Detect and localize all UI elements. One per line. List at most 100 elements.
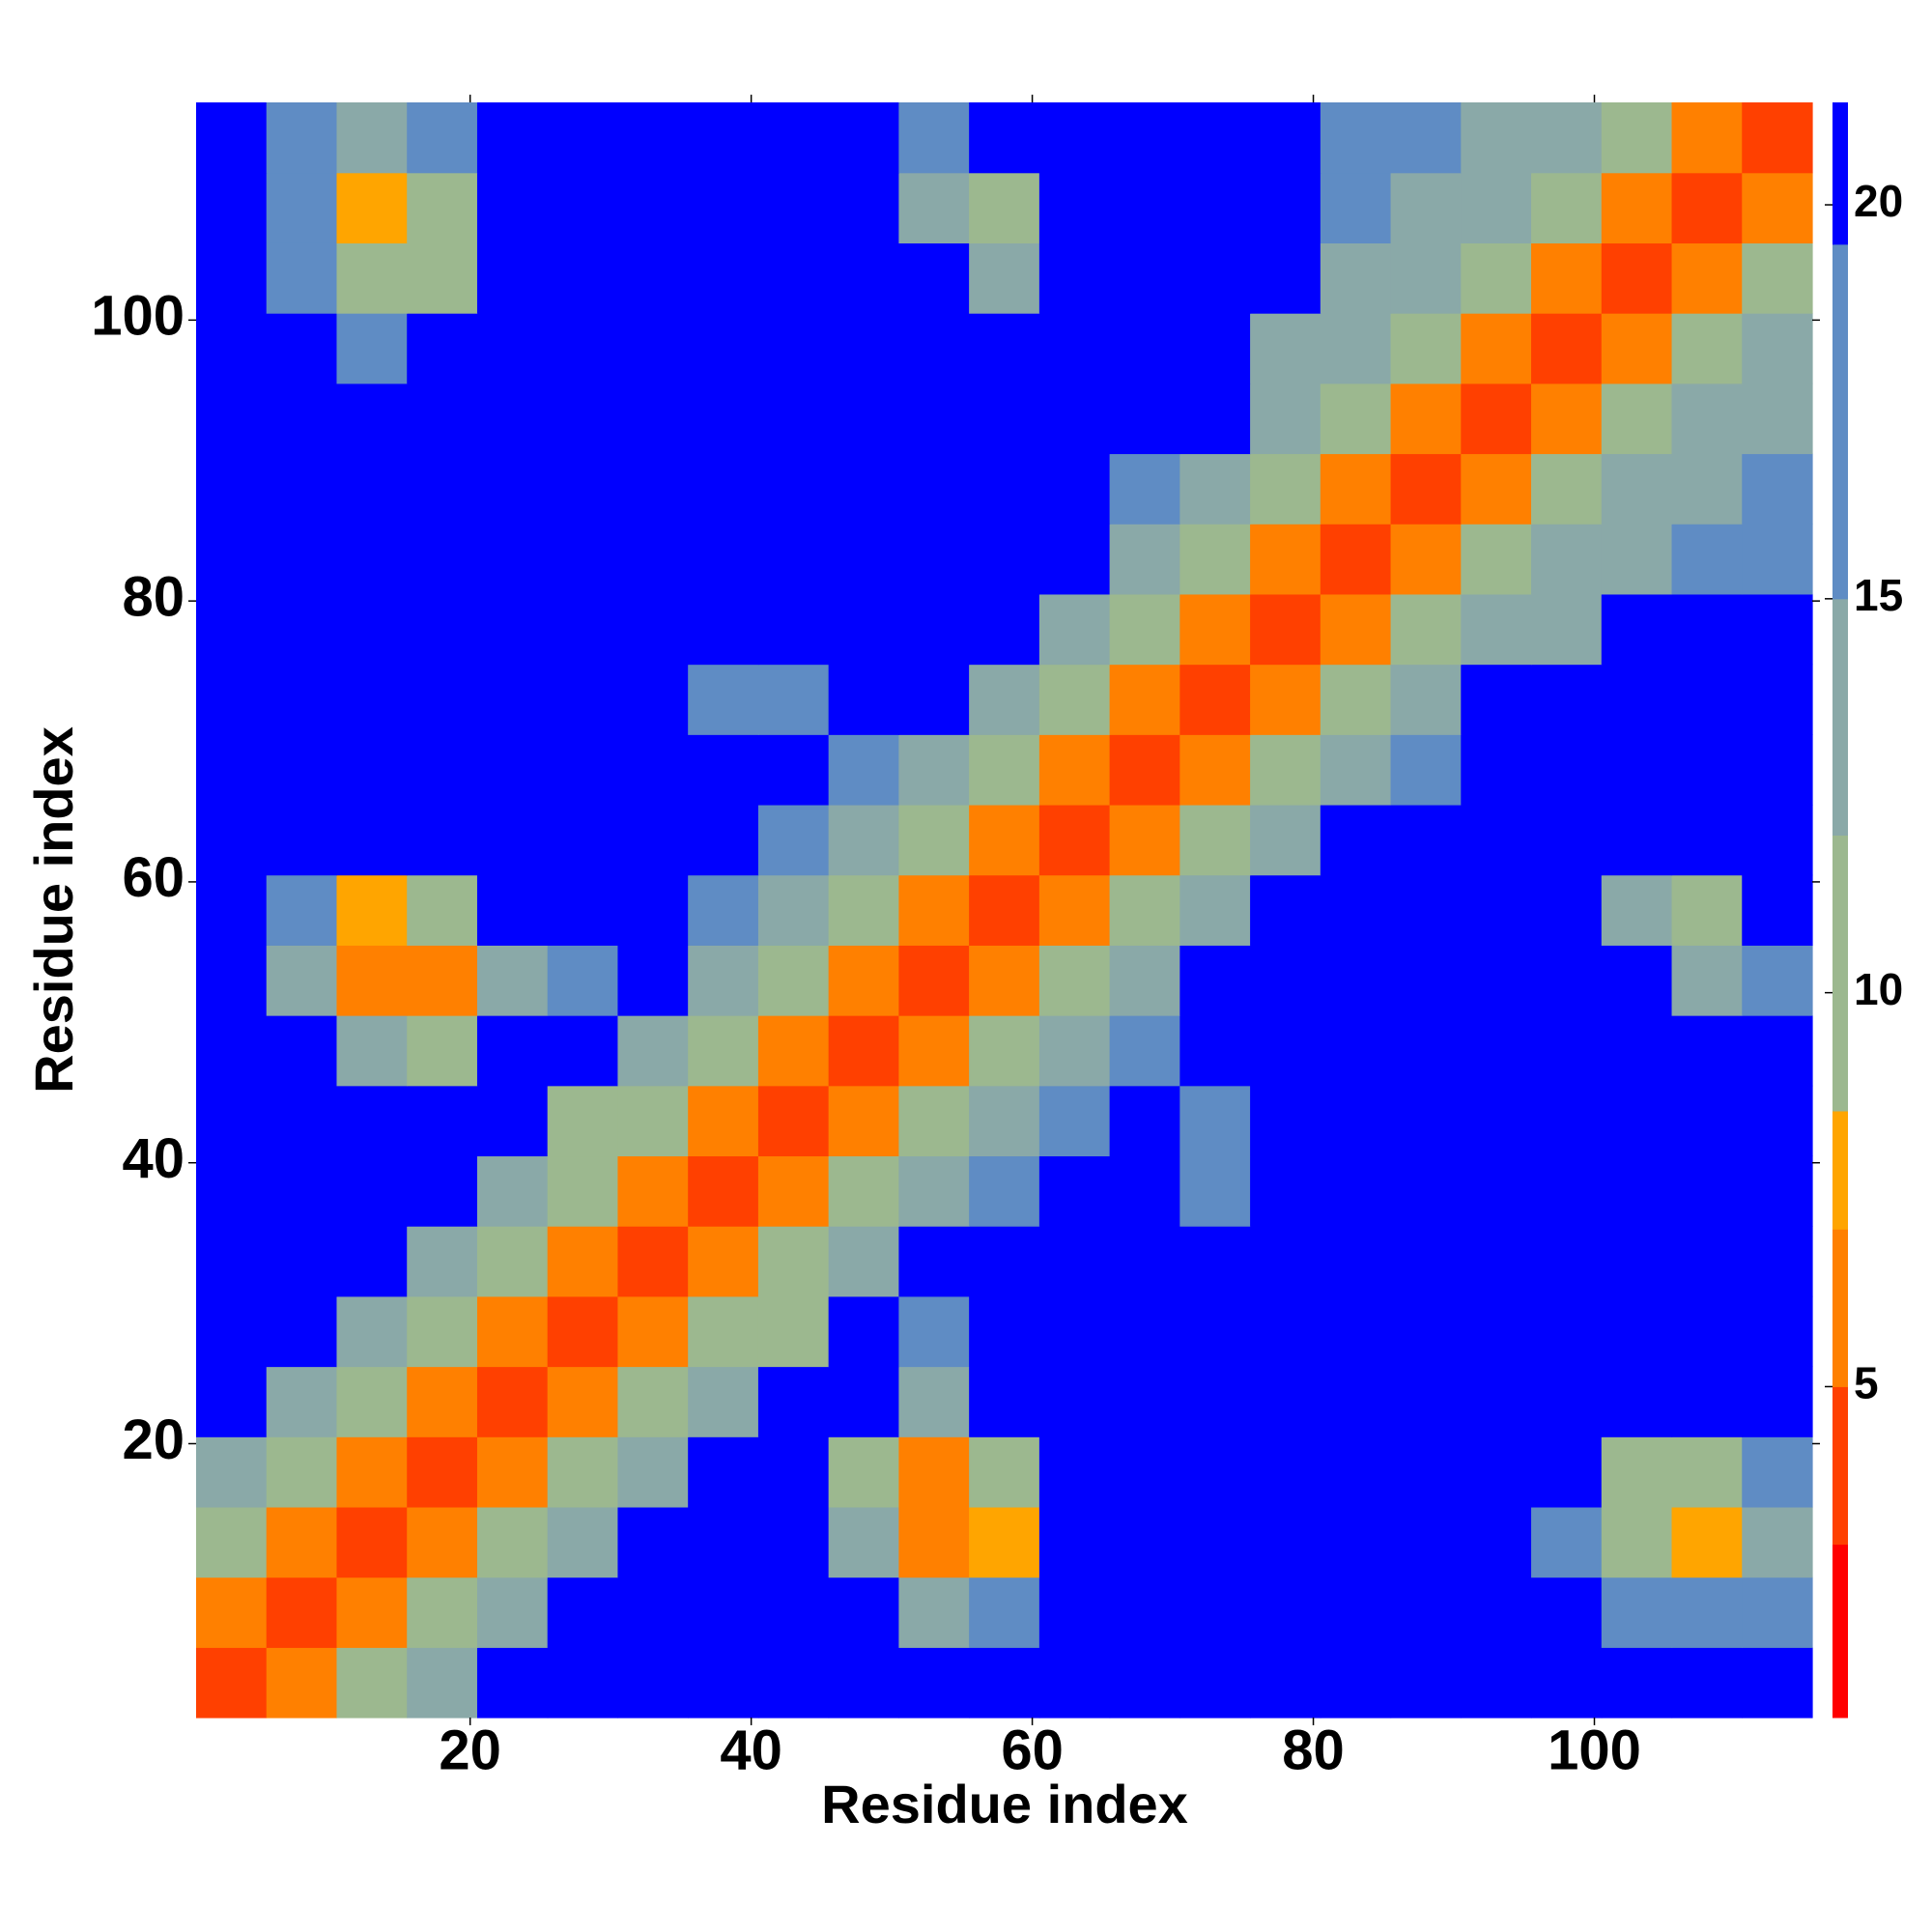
heatmap-cell <box>898 1647 970 1719</box>
heatmap-cell <box>407 313 478 384</box>
heatmap-cell <box>1109 172 1180 243</box>
heatmap-cell <box>1601 1506 1673 1578</box>
heatmap-cell <box>1179 453 1251 525</box>
heatmap-cell <box>1250 1015 1321 1087</box>
heatmap-cell <box>688 1436 759 1508</box>
heatmap-cell <box>828 1366 899 1437</box>
y-tick-label: 60 <box>122 846 185 909</box>
heatmap-cell <box>1320 734 1392 806</box>
heatmap-cell <box>1038 804 1111 876</box>
heatmap-cell <box>1320 242 1392 314</box>
heatmap-cell <box>969 1295 1040 1368</box>
heatmap-cell <box>1531 804 1603 876</box>
heatmap-cell <box>476 1085 549 1157</box>
x-tick-label: 80 <box>1282 1719 1345 1781</box>
heatmap-cell <box>617 383 689 455</box>
heatmap-cell <box>1390 593 1462 666</box>
heatmap-cell <box>1671 524 1743 595</box>
heatmap-cell <box>617 1647 689 1719</box>
heatmap-cell <box>688 1155 759 1227</box>
heatmap-cell <box>1179 593 1251 666</box>
heatmap-cell <box>1109 874 1180 946</box>
y-tick-label: 20 <box>122 1408 185 1471</box>
heatmap-cell <box>336 1085 408 1157</box>
heatmap-cell <box>969 734 1040 806</box>
heatmap-cell <box>1250 874 1321 946</box>
heatmap-cell <box>828 524 899 595</box>
heatmap-cell <box>547 874 619 946</box>
heatmap-cell <box>617 172 689 243</box>
heatmap-cell <box>1742 453 1813 525</box>
heatmap-cell <box>688 1506 759 1578</box>
heatmap-cell <box>1531 1366 1603 1437</box>
heatmap-cell <box>1179 242 1251 314</box>
heatmap-cell <box>969 313 1040 384</box>
heatmap-cell <box>266 593 338 666</box>
heatmap-cell <box>336 1506 408 1578</box>
heatmap-cell <box>1390 804 1462 876</box>
heatmap-cell <box>1390 102 1462 174</box>
heatmap-cell <box>757 1577 830 1648</box>
heatmap-cell <box>1742 102 1813 174</box>
heatmap-cell <box>266 1436 338 1508</box>
heatmap-cell <box>1179 1015 1251 1087</box>
heatmap-cell <box>476 1226 549 1297</box>
heatmap-cell <box>336 1577 408 1648</box>
heatmap-cell <box>1601 1155 1673 1227</box>
heatmap-cell <box>1601 593 1673 666</box>
heatmap-cell <box>969 453 1040 525</box>
heatmap-cell <box>266 734 338 806</box>
heatmap-cell <box>1179 383 1251 455</box>
heatmap-cell <box>969 383 1040 455</box>
heatmap-cell <box>757 734 830 806</box>
heatmap-cell <box>617 1506 689 1578</box>
heatmap-cell <box>1742 945 1813 1016</box>
heatmap-cell <box>1038 1577 1111 1648</box>
heatmap-cell <box>969 1647 1040 1719</box>
heatmap-cell <box>1390 313 1462 384</box>
heatmap-cell <box>1671 1436 1743 1508</box>
heatmap-cell <box>828 1085 899 1157</box>
heatmap-cell <box>617 1085 689 1157</box>
heatmap-cell <box>407 383 478 455</box>
heatmap-cell <box>898 172 970 243</box>
heatmap-cell <box>1671 1015 1743 1087</box>
heatmap-cell <box>476 734 549 806</box>
heatmap-cell <box>1320 1366 1392 1437</box>
heatmap-cell <box>1320 1226 1392 1297</box>
heatmap-cell <box>1320 313 1392 384</box>
x-axis-label: Residue index <box>821 1774 1188 1834</box>
heatmap-cell <box>1601 172 1673 243</box>
heatmap-cell <box>1320 664 1392 735</box>
heatmap-cell <box>828 664 899 735</box>
heatmap-cell <box>1179 804 1251 876</box>
heatmap-cell <box>828 172 899 243</box>
heatmap-cell <box>266 804 338 876</box>
heatmap-cell <box>547 242 619 314</box>
heatmap-cell <box>196 664 268 735</box>
heatmap-cell <box>1671 172 1743 243</box>
heatmap-cell <box>1038 242 1111 314</box>
heatmap-cell <box>1109 593 1180 666</box>
colorbar-band <box>1833 1386 1848 1546</box>
heatmap-cell <box>617 734 689 806</box>
heatmap-cell <box>1601 1015 1673 1087</box>
heatmap-cell <box>617 242 689 314</box>
heatmap-cell <box>688 734 759 806</box>
heatmap-cell <box>898 1295 970 1368</box>
heatmap-cell <box>688 102 759 174</box>
heatmap-cell <box>196 1436 268 1508</box>
heatmap-cell <box>476 1155 549 1227</box>
heatmap-cell <box>476 1366 549 1437</box>
heatmap-cell <box>476 1015 549 1087</box>
heatmap-cell <box>688 804 759 876</box>
heatmap-cell <box>1461 1577 1532 1648</box>
heatmap-cell <box>1390 1436 1462 1508</box>
heatmap-cell <box>476 874 549 946</box>
colorbar-band <box>1833 1544 1848 1719</box>
heatmap-cell <box>1320 804 1392 876</box>
heatmap-cell <box>1320 172 1392 243</box>
heatmap-cell <box>1250 945 1321 1016</box>
heatmap-cell <box>1179 1506 1251 1578</box>
